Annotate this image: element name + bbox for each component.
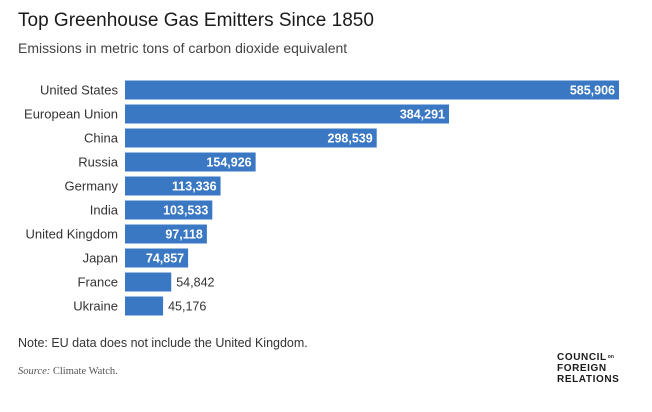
bar-russia (125, 152, 256, 172)
bar-india (125, 200, 213, 220)
logo-word-council: COUNCIL (557, 352, 607, 363)
category-label-russia: Russia (78, 155, 119, 170)
chart-title: Top Greenhouse Gas Emitters Since 1850 (18, 10, 374, 31)
cfr-logo: COUNCILon FOREIGN RELATIONS (557, 352, 619, 385)
source-text: Climate Watch. (50, 366, 118, 377)
logo-line-2: FOREIGN (557, 363, 607, 374)
value-label-germany: 113,336 (172, 180, 217, 194)
chart-source: Source: Climate Watch. (18, 366, 118, 377)
category-label-germany: Germany (65, 179, 119, 194)
value-label-ukraine: 45,176 (168, 300, 206, 314)
category-label-india: India (90, 203, 119, 218)
category-label-china: China (84, 131, 119, 146)
bar-china (125, 128, 377, 148)
value-label-european-union: 384,291 (400, 108, 445, 122)
category-label-france: France (78, 275, 118, 290)
bar-germany (125, 176, 221, 196)
category-label-european-union: European Union (24, 107, 118, 122)
source-label: Source: (18, 366, 51, 377)
bar-chart: United States 585,906 European Union 384,29… (24, 80, 619, 316)
value-label-russia: 154,926 (206, 156, 251, 170)
value-label-united-states: 585,906 (570, 84, 615, 98)
logo-line-1: COUNCILon (557, 352, 619, 363)
logo-line-3: RELATIONS (557, 374, 620, 385)
value-label-united-kingdom: 97,118 (165, 228, 203, 242)
category-label-japan: Japan (83, 251, 118, 266)
bar-european-union (125, 104, 450, 124)
category-label-united-kingdom: United Kingdom (26, 227, 119, 242)
chart-subtitle: Emissions in metric tons of carbon dioxi… (18, 40, 348, 56)
bar-ukraine (125, 296, 164, 316)
value-label-japan: 74,857 (146, 252, 184, 266)
value-label-france: 54,842 (176, 276, 214, 290)
bar-united-states (125, 80, 619, 100)
category-label-united-states: United States (40, 83, 119, 98)
logo-word-on: on (607, 354, 614, 360)
chart-note: Note: EU data does not include the Unite… (18, 336, 308, 350)
value-label-china: 298,539 (328, 132, 373, 146)
value-label-india: 103,533 (163, 204, 208, 218)
bar-japan (125, 248, 189, 268)
category-label-ukraine: Ukraine (73, 299, 118, 314)
bar-france (125, 272, 172, 292)
bar-united-kingdom (125, 224, 207, 244)
